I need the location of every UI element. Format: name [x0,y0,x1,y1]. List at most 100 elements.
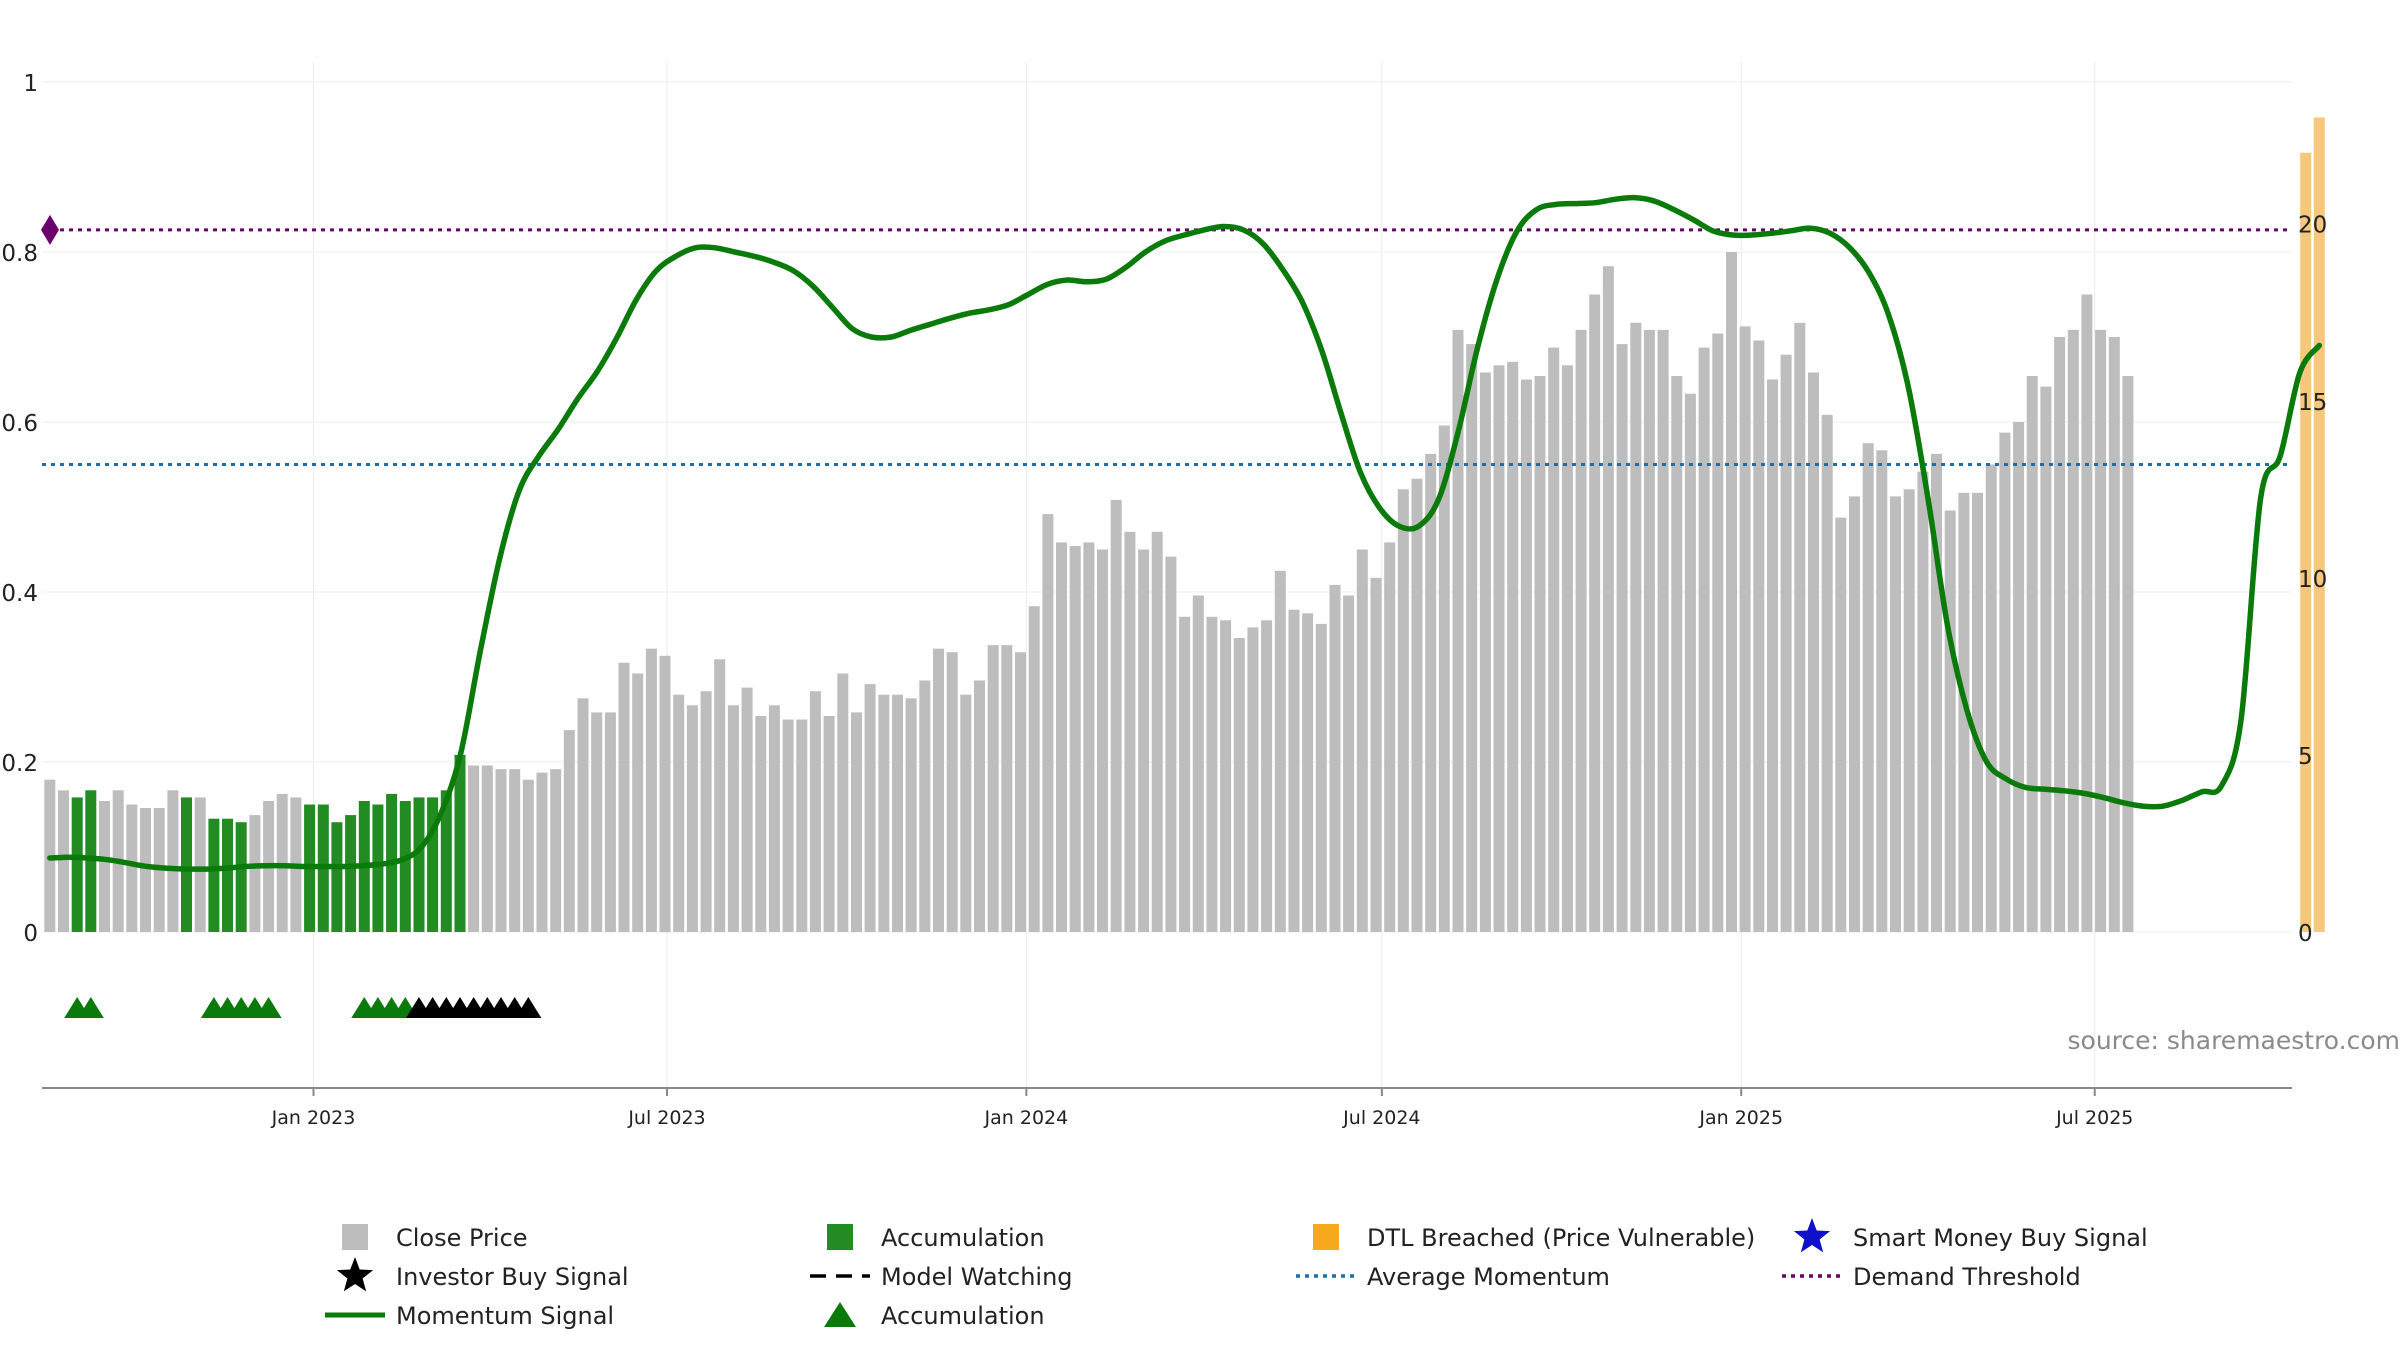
y-left-tick-label: 0.4 [1,581,38,607]
accumulation-bar [71,797,83,932]
close-price-bar [1657,329,1669,932]
close-price-bar [591,712,603,932]
accumulation-bar [235,822,247,932]
close-price-bar [249,815,261,932]
accumulation-bar [331,822,343,932]
legend-symbol-triangle [824,1302,856,1327]
y-left-tick-label: 0.6 [1,411,38,437]
close-price-bar [577,698,589,933]
legend-label: Close Price [396,1224,528,1252]
close-price-bar [1493,365,1505,932]
close-price-bar [755,716,767,932]
close-price-bar [1452,329,1464,932]
close-price-bar [1138,549,1150,932]
close-price-bar [823,716,835,932]
close-price-bar [1575,329,1587,932]
close-price-bar [1520,379,1532,932]
close-price-bar [1630,322,1642,932]
close-price-bar [2054,337,2066,932]
close-price-bar [1097,549,1108,932]
close-price-bars [44,117,2325,933]
close-price-bar [1712,333,1724,932]
accumulation-bar [208,818,220,932]
close-price-bar [741,687,753,932]
legend-label: Demand Threshold [1853,1263,2081,1291]
close-price-bar [673,694,685,932]
close-price-bar [796,719,808,932]
accumulation-bar [427,797,439,932]
close-price-bar [1548,347,1560,933]
legend-symbol-square [1313,1224,1339,1250]
close-price-bar [1643,329,1655,932]
close-price-bar [126,804,138,932]
close-price-bar [1056,542,1067,932]
close-price-bar [1794,322,1806,932]
close-price-bar [1917,471,1929,932]
y-right-tick-label: 20 [2298,213,2327,239]
legend-item: Accumulation [827,1224,1045,1252]
x-axis-ticks: Jan 2023 Jul 2023 Jan 2024 Jul 2024 Jan 2025… [271,1088,2133,1129]
close-price-bar [1767,379,1778,932]
close-price-bar [2026,376,2038,932]
accumulation-triangle [77,997,104,1018]
legend-item: Model Watching [810,1263,1073,1291]
legend-label: Smart Money Buy Signal [1853,1224,2148,1252]
legend-item: Average Momentum [1296,1263,1610,1291]
close-price-bar [536,772,548,932]
close-price-bar [1931,453,1942,932]
signal-markers [64,997,542,1018]
accumulation-triangle [255,997,282,1018]
y-left-tick-label: 1 [23,71,38,97]
close-price-bar [851,712,862,932]
close-price-bar [1684,393,1696,932]
close-price-bar [1165,556,1177,932]
close-price-bar [509,769,521,932]
accumulation-bar [85,790,97,932]
close-price-bar [1602,266,1614,932]
close-price-bar [1726,252,1737,932]
close-price-bar [1534,376,1546,932]
close-price-bar [1479,372,1491,932]
close-price-bar [645,648,657,932]
close-price-bar [1274,570,1286,933]
legend-label: Accumulation [881,1224,1045,1252]
close-price-bar [1069,546,1081,932]
close-price-bar [1972,492,1983,932]
accumulation-bar [181,797,192,932]
investor-buy-marker [515,997,542,1018]
close-price-bar [167,790,179,932]
legend-item: Smart Money Buy Signal [1793,1218,2148,1253]
close-price-bar [1315,623,1327,932]
close-price-bar [1151,531,1163,932]
close-price-bar [946,652,958,932]
close-price-bar [1124,531,1136,932]
close-price-bar [2040,386,2052,933]
accumulation-bar [222,818,233,932]
close-price-bar [1835,517,1847,932]
close-price-bar [768,705,780,932]
x-tick-label: Jan 2024 [984,1107,1069,1129]
close-price-bar [1671,376,1683,932]
close-price-bar [1397,489,1409,932]
close-price-bar [632,673,644,932]
legend-label: Investor Buy Signal [396,1263,629,1291]
close-price-bar [1015,652,1026,932]
close-price-bar [933,648,944,932]
close-price-bar [1425,453,1437,932]
close-price-bar [727,705,739,932]
accumulation-bar [413,797,425,932]
close-price-bar [1288,609,1300,932]
legend: Close Price Accumulation DTL Breached (Pri… [325,1218,2148,1330]
close-price-bar [1876,450,1888,932]
close-price-bar [892,694,903,932]
accumulation-bar [440,790,452,932]
close-price-bar [1561,365,1573,932]
dtl-breached-bar [2300,152,2312,933]
close-price-bar [974,680,985,932]
close-price-bar [1192,595,1204,932]
close-price-bar [1466,344,1478,933]
accumulation-bar [372,804,384,932]
close-price-bar [58,790,69,932]
close-price-bar [1849,496,1860,932]
